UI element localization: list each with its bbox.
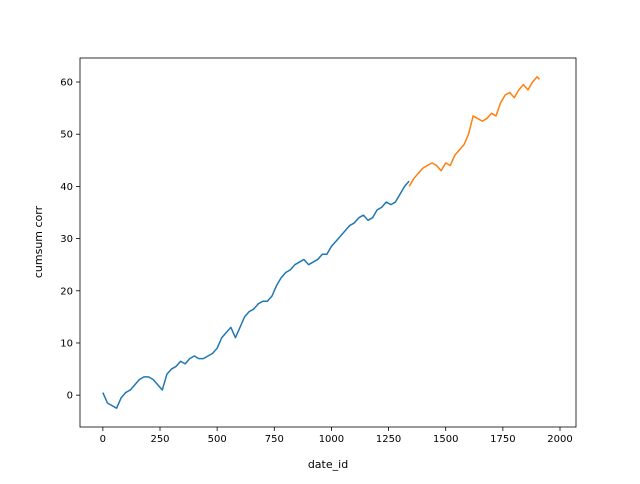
y-axis-label: cumsum corr bbox=[32, 205, 45, 278]
y-tick-label: 50 bbox=[60, 130, 73, 141]
y-tick-label: 10 bbox=[60, 338, 73, 349]
plot-frame bbox=[79, 57, 577, 428]
x-axis-label: date_id bbox=[308, 458, 348, 471]
x-tick-label: 1750 bbox=[490, 434, 515, 445]
x-tick-label: 0 bbox=[100, 434, 106, 445]
y-tick-label: 60 bbox=[60, 78, 73, 89]
x-tick-label: 750 bbox=[265, 434, 284, 445]
x-tick-label: 2000 bbox=[547, 434, 572, 445]
data-line bbox=[408, 76, 540, 187]
data-line bbox=[102, 180, 410, 409]
x-tick-label: 1250 bbox=[376, 434, 401, 445]
y-tick-label: 0 bbox=[67, 391, 73, 402]
x-tick-label: 1000 bbox=[319, 434, 344, 445]
y-tick-label: 40 bbox=[60, 182, 73, 193]
x-tick-label: 1500 bbox=[433, 434, 458, 445]
y-tick-label: 20 bbox=[60, 286, 73, 297]
y-tick-label: 30 bbox=[60, 234, 73, 245]
x-tick-label: 250 bbox=[150, 434, 169, 445]
x-tick-label: 500 bbox=[208, 434, 227, 445]
